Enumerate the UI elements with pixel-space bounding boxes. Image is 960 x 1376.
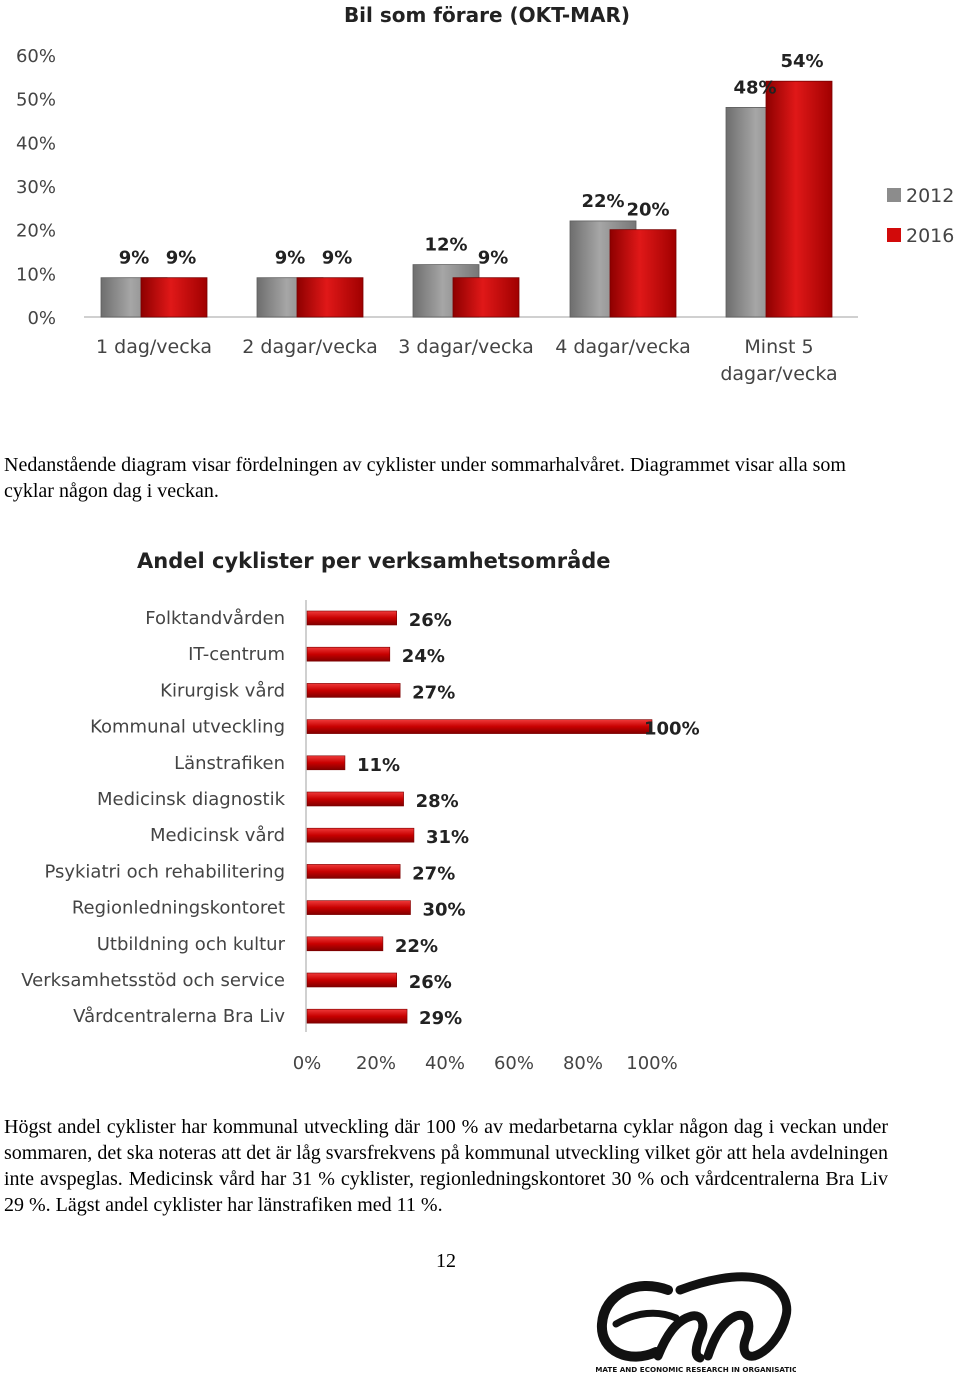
chart2-data-label: 22% — [395, 936, 438, 957]
chart2-data-label: 29% — [419, 1008, 462, 1029]
intro-paragraph: Nedanstående diagram visar fördelningen … — [4, 454, 846, 502]
chart1-category-label: 1 dag/vecka — [96, 336, 212, 358]
chart2-category-label: IT-centrum — [188, 644, 285, 665]
chart2-data-label: 28% — [416, 791, 459, 812]
chart2-title: Andel cyklister per verksamhetsområde — [137, 548, 611, 573]
chart2-category-label: Medicinsk vård — [150, 825, 285, 846]
chart2-category-label: Länstrafiken — [174, 753, 285, 774]
chart2-bar — [306, 683, 401, 698]
chart1-bar-2016 — [765, 80, 833, 318]
chart2-bar — [306, 972, 397, 988]
chart1-data-label: 9% — [119, 248, 150, 269]
cero-logo: CLIMATE AND ECONOMIC RESEARCH IN ORGANIS… — [596, 1272, 796, 1374]
chart1-bar-2016 — [296, 277, 364, 318]
chart2-bar — [306, 1008, 408, 1024]
chart2-data-label: 30% — [423, 900, 466, 921]
chart2-x-tick: 40% — [425, 1053, 465, 1074]
chart2-bar — [306, 646, 391, 662]
chart2-bar — [306, 936, 384, 952]
chart1-data-label: 9% — [275, 248, 306, 269]
chart2-data-label: 31% — [426, 827, 469, 848]
legend-swatch-2016 — [887, 228, 901, 242]
chart2-bar — [306, 900, 411, 915]
chart1-y-tick: 50% — [16, 90, 56, 111]
chart2-data-label: 100% — [644, 719, 700, 740]
chart1-category-label: 4 dagar/vecka — [555, 336, 690, 358]
car-driver-chart: Bil som förare (OKT-MAR) 0% 10% 20% 30% 40% 5… — [16, 3, 954, 385]
chart2-bar — [306, 755, 346, 771]
chart2-data-label: 26% — [409, 610, 452, 631]
chart1-y-tick: 60% — [16, 46, 56, 67]
chart1-data-label: 9% — [478, 248, 509, 269]
chart1-title: Bil som förare (OKT-MAR) — [344, 3, 630, 27]
chart1-bar-2016 — [140, 277, 208, 318]
chart1-category-label: 3 dagar/vecka — [398, 336, 533, 358]
chart1-y-tick: 40% — [16, 133, 56, 154]
logo-caption: CLIMATE AND ECONOMIC RESEARCH IN ORGANIS… — [596, 1365, 796, 1374]
chart1-data-label: 20% — [626, 200, 669, 221]
chart2-category-label: Folktandvården — [145, 608, 285, 629]
chart1-y-tick: 10% — [16, 264, 56, 285]
chart2-x-tick: 60% — [494, 1053, 534, 1074]
chart2-category-label: Medicinsk diagnostik — [97, 789, 286, 810]
chart2-category-label: Kommunal utveckling — [90, 717, 285, 738]
chart2-bar — [306, 610, 397, 626]
chart1-category-label: Minst 5 dagar/vecka — [720, 336, 837, 385]
chart1-data-label: 12% — [424, 235, 467, 256]
chart2-x-tick: 0% — [293, 1053, 322, 1074]
chart1-bar-2016 — [452, 277, 520, 318]
chart2-bar — [306, 719, 653, 734]
chart2-category-label: Vårdcentralerna Bra Liv — [73, 1006, 285, 1027]
legend-label-2016: 2016 — [906, 225, 954, 247]
chart1-y-tick: 30% — [16, 177, 56, 198]
analysis-paragraph: Högst andel cyklister har kommunal utvec… — [4, 1116, 888, 1216]
cyclists-per-area-chart: Andel cyklister per verksamhetsområde Fo… — [21, 548, 700, 1074]
chart1-y-tick: 0% — [27, 308, 56, 329]
legend-swatch-2012 — [887, 188, 901, 202]
chart2-category-label: Utbildning och kultur — [97, 934, 286, 955]
chart2-x-tick: 80% — [563, 1053, 603, 1074]
chart1-category-label: 2 dagar/vecka — [242, 336, 377, 358]
chart2-x-tick: 100% — [626, 1053, 677, 1074]
chart1-data-label: 54% — [780, 51, 823, 72]
chart1-data-label: 22% — [581, 191, 624, 212]
chart2-bar — [306, 827, 415, 843]
chart1-bar-2016 — [609, 229, 677, 318]
chart2-category-label: Verksamhetsstöd och service — [21, 970, 285, 991]
chart2-category-label: Regionledningskontoret — [72, 898, 285, 919]
chart2-bar — [306, 864, 401, 879]
chart2-data-label: 26% — [409, 972, 452, 993]
chart2-category-label: Kirurgisk vård — [160, 680, 285, 701]
chart2-data-label: 27% — [412, 682, 455, 703]
chart2-category-label: Psykiatri och rehabilitering — [44, 861, 285, 882]
chart1-data-label: 48% — [733, 77, 776, 98]
chart2-x-tick: 20% — [356, 1053, 396, 1074]
chart1-y-tick: 20% — [16, 221, 56, 242]
chart2-data-label: 27% — [412, 863, 455, 884]
chart1-data-label: 9% — [322, 248, 353, 269]
chart2-data-label: 24% — [402, 646, 445, 667]
chart1-data-label: 9% — [166, 248, 197, 269]
chart2-data-label: 11% — [357, 755, 400, 776]
page-number: 12 — [436, 1250, 456, 1272]
chart2-bar — [306, 791, 404, 807]
legend-label-2012: 2012 — [906, 185, 954, 207]
